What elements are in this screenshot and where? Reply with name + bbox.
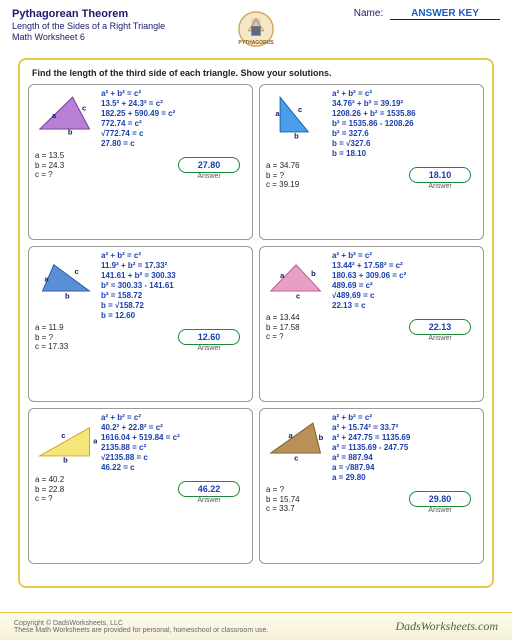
footer-text: Copyright © DadsWorksheets, LLC These Ma… xyxy=(14,620,268,634)
footer: Copyright © DadsWorksheets, LLC These Ma… xyxy=(0,612,512,640)
problem-grid: a b c a² + b² = c²13.5² + 24.3² = c²182.25… xyxy=(28,84,484,564)
problem-cell: abc a² + b² = c²a² + 15.74² = 33.7²a² + … xyxy=(259,408,484,564)
page-subtitle: Length of the Sides of a Right Triangle xyxy=(12,21,165,31)
triangle-diagram: a b c xyxy=(35,413,97,465)
triangle-diagram: abc xyxy=(266,413,328,465)
problem-cell: abc a² + b² = c²13.5² + 24.3² = c²182.25… xyxy=(28,84,253,240)
answer-key-text: ANSWER KEY xyxy=(390,8,500,20)
svg-text:c: c xyxy=(82,103,86,112)
triangle-diagram: abc xyxy=(266,89,328,141)
answer-area: 12.60 Answer xyxy=(178,329,240,352)
answer-label: Answer xyxy=(197,345,220,352)
svg-text:b: b xyxy=(63,455,68,464)
given-values: a = 40.2b = 22.8c = ? xyxy=(35,475,64,504)
answer-box: 18.10 xyxy=(409,167,471,183)
pythagorus-badge: PYTHAGORUS xyxy=(237,10,275,48)
answer-area: 18.10 Answer xyxy=(409,167,471,190)
copyright: Copyright © DadsWorksheets, LLC xyxy=(14,620,268,627)
triangle-diagram: abc xyxy=(35,251,97,303)
svg-text:b: b xyxy=(294,131,299,140)
svg-text:b: b xyxy=(65,292,70,301)
answer-label: Answer xyxy=(197,173,220,180)
solution-steps: a² + b² = c²34.76² + b² = 39.19²1208.26 … xyxy=(332,89,416,159)
answer-label: Answer xyxy=(197,497,220,504)
svg-text:b: b xyxy=(68,128,73,137)
problem-cell: abc a² + b² = c²13.44² + 17.58² = c²180.… xyxy=(259,246,484,402)
footer-note: These Math Worksheets are provided for p… xyxy=(14,627,268,634)
header-left: Pythagorean Theorem Length of the Sides … xyxy=(12,8,165,42)
answer-area: 22.13 Answer xyxy=(409,319,471,342)
svg-text:b: b xyxy=(319,433,324,442)
solution-steps: a² + b² = c²40.2² + 22.8² = c²1616.04 + … xyxy=(101,413,180,473)
badge-label: PYTHAGORUS xyxy=(237,40,275,46)
problem-cell: abc a² + b² = c²11.9² + b² = 17.33²141.6… xyxy=(28,246,253,402)
svg-text:c: c xyxy=(74,267,78,276)
answer-label: Answer xyxy=(428,507,451,514)
svg-text:c: c xyxy=(298,105,302,114)
problem-cell: a b c a² + b² = c²40.2² + 22.8² = c²1616.0… xyxy=(28,408,253,564)
worksheet-number: Math Worksheet 6 xyxy=(12,32,165,42)
given-values: a = 11.9b = ?c = 17.33 xyxy=(35,323,68,352)
answer-box: 46.22 xyxy=(178,481,240,497)
answer-area: 29.80 Answer xyxy=(409,491,471,514)
answer-box: 29.80 xyxy=(409,491,471,507)
svg-text:c: c xyxy=(294,454,298,463)
svg-text:c: c xyxy=(296,292,300,301)
given-values: a = 34.76b = ?c = 39.19 xyxy=(266,161,300,190)
brand-logo: DadsWorksheets.com xyxy=(395,619,498,634)
solution-steps: a² + b² = c²13.44² + 17.58² = c²180.63 +… xyxy=(332,251,406,311)
answer-area: 27.80 Answer xyxy=(178,157,240,180)
solution-steps: a² + b² = c²a² + 15.74² = 33.7²a² + 247.… xyxy=(332,413,410,483)
triangle-diagram: abc xyxy=(35,89,97,141)
name-label: Name: xyxy=(354,8,383,19)
svg-text:c: c xyxy=(61,431,65,440)
solution-steps: a² + b² = c²13.5² + 24.3² = c²182.25 + 5… xyxy=(101,89,175,149)
given-values: a = 13.44b = 17.58c = ? xyxy=(266,313,300,342)
answer-area: 46.22 Answer xyxy=(178,481,240,504)
answer-box: 27.80 xyxy=(178,157,240,173)
answer-box: 12.60 xyxy=(178,329,240,345)
solution-steps: a² + b² = c²11.9² + b² = 17.33²141.61 + … xyxy=(101,251,176,321)
name-field: Name: ANSWER KEY xyxy=(354,8,500,20)
answer-box: 22.13 xyxy=(409,319,471,335)
triangle-diagram: abc xyxy=(266,251,328,303)
main-panel: Find the length of the third side of eac… xyxy=(18,58,494,588)
answer-label: Answer xyxy=(428,183,451,190)
svg-text:a: a xyxy=(93,437,97,446)
given-values: a = 13.5b = 24.3c = ? xyxy=(35,151,64,180)
page-title: Pythagorean Theorem xyxy=(12,8,165,20)
problem-cell: abc a² + b² = c²34.76² + b² = 39.19²1208… xyxy=(259,84,484,240)
answer-label: Answer xyxy=(428,335,451,342)
svg-text:b: b xyxy=(311,269,316,278)
instruction-text: Find the length of the third side of eac… xyxy=(32,68,480,78)
given-values: a = ?b = 15.74c = 33.7 xyxy=(266,485,300,514)
